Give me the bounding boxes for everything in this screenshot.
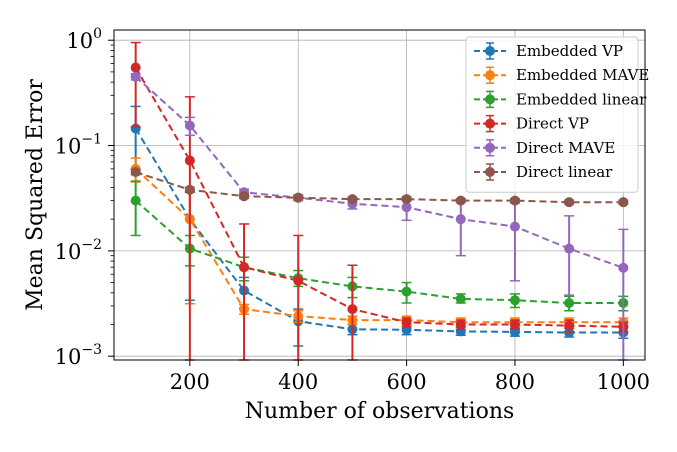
- legend-marker: [485, 167, 495, 177]
- data-point: [455, 293, 466, 304]
- data-point: [618, 262, 629, 273]
- y-axis-label: Mean Squared Error: [23, 79, 48, 311]
- data-point: [564, 243, 575, 254]
- data-point: [293, 192, 304, 203]
- data-point: [509, 195, 520, 206]
- data-point: [130, 62, 141, 73]
- y-tick-exponent: 0: [93, 26, 102, 42]
- data-point: [618, 197, 629, 208]
- y-tick-base: 10: [66, 29, 93, 53]
- data-point: [401, 194, 412, 205]
- data-point: [401, 317, 412, 328]
- legend-item: Direct linear: [474, 163, 613, 181]
- data-point: [130, 167, 141, 178]
- series-line: [135, 171, 624, 204]
- legend-item: Embedded MAVE: [474, 66, 649, 84]
- data-point: [239, 191, 250, 202]
- legend-box: [465, 36, 639, 193]
- data-point: [564, 320, 575, 331]
- x-axis-label: Number of observations: [245, 399, 515, 424]
- series-line: [134, 67, 624, 328]
- legend-label: Embedded MAVE: [516, 66, 649, 84]
- series-direct-vp: [130, 41, 629, 361]
- legend-label: Direct VP: [516, 115, 589, 133]
- y-tick-label: 10−1: [55, 132, 102, 159]
- data-point: [564, 197, 575, 208]
- data-point: [509, 221, 520, 232]
- data-point: [455, 319, 466, 330]
- legend-item: Embedded linear: [474, 90, 647, 108]
- y-tick-base: 10: [55, 135, 82, 159]
- series-line: [134, 127, 624, 334]
- x-tick-label: 1000: [597, 370, 650, 394]
- data-point: [184, 155, 195, 166]
- series-layer: [130, 41, 629, 361]
- legend-item: Direct VP: [474, 115, 589, 133]
- legend-marker: [485, 118, 495, 129]
- y-tick-base: 10: [55, 345, 82, 369]
- y-tick-exponent: −2: [81, 237, 102, 253]
- legend: Embedded VP Embedded MAVE Embedded linear D…: [465, 36, 649, 193]
- y-tick-base: 10: [55, 240, 82, 264]
- legend-item: Embedded VP: [474, 42, 623, 60]
- data-point: [455, 195, 466, 206]
- data-point: [455, 214, 466, 225]
- legend-marker: [485, 46, 495, 56]
- data-point: [130, 195, 141, 206]
- series-direct-linear: [130, 167, 629, 208]
- legend-label: Embedded VP: [516, 42, 623, 60]
- data-point: [401, 286, 412, 297]
- x-tick-label: 200: [170, 370, 210, 394]
- x-tick-label: 400: [278, 370, 318, 394]
- data-point: [293, 275, 304, 286]
- data-point: [184, 184, 195, 195]
- x-tick-label: 800: [495, 370, 535, 394]
- legend-marker: [485, 70, 495, 81]
- legend-label: Direct linear: [516, 163, 613, 181]
- data-point: [130, 71, 141, 82]
- series-line: [135, 75, 624, 269]
- legend-label: Direct MAVE: [516, 139, 615, 157]
- data-point: [130, 123, 141, 134]
- y-tick-exponent: −1: [81, 132, 102, 148]
- data-point: [509, 295, 520, 306]
- data-point: [184, 120, 195, 131]
- data-point: [347, 304, 358, 315]
- data-point: [239, 262, 250, 273]
- y-tick-label: 10−2: [55, 237, 102, 264]
- series-line: [135, 199, 624, 304]
- data-point: [347, 194, 358, 205]
- series-line: [135, 168, 624, 324]
- legend-marker: [485, 142, 495, 153]
- x-tick-label: 600: [387, 370, 427, 394]
- data-point: [401, 202, 412, 213]
- y-tick-label: 100: [66, 26, 102, 53]
- y-tick-exponent: −3: [81, 342, 102, 358]
- legend-label: Embedded linear: [516, 90, 647, 108]
- data-point: [564, 297, 575, 308]
- data-point: [509, 319, 520, 330]
- legend-marker: [485, 94, 495, 105]
- legend-item: Direct MAVE: [474, 139, 615, 157]
- y-tick-label: 10−3: [55, 342, 102, 369]
- plot-frame: [113, 29, 646, 361]
